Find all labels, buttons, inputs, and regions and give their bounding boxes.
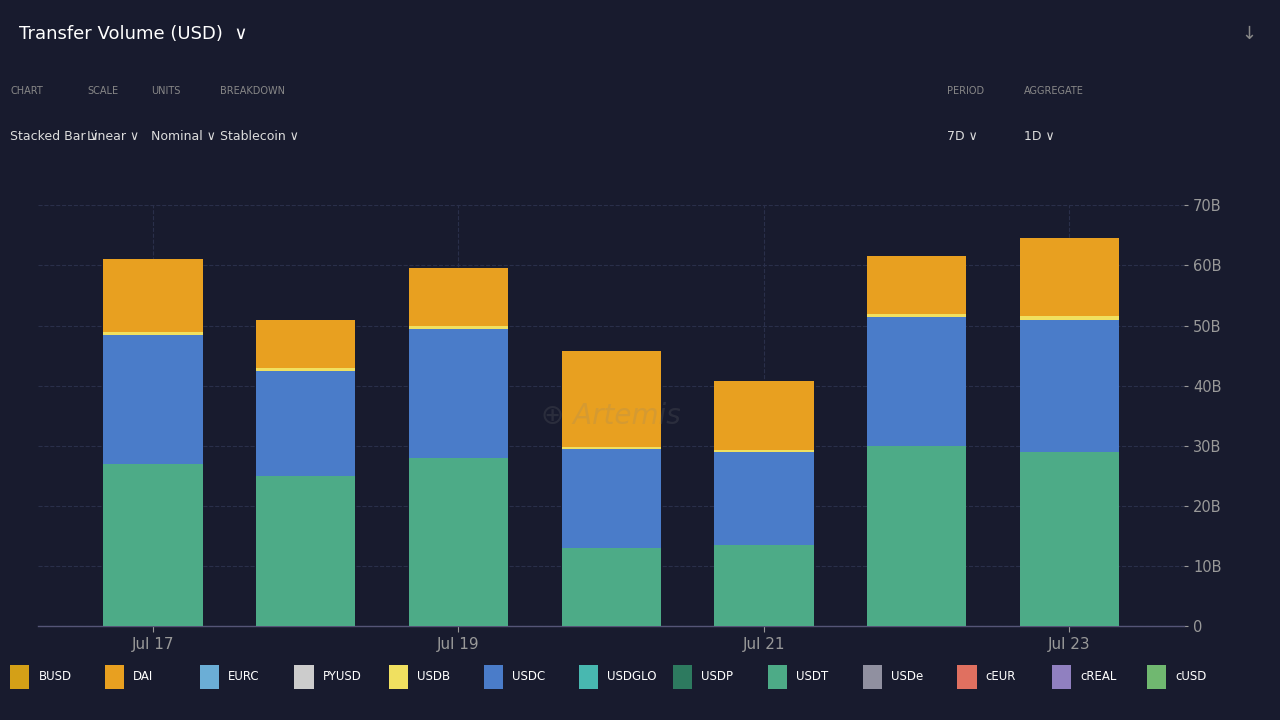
Bar <box>562 548 660 626</box>
Bar <box>104 331 202 335</box>
Text: ↓: ↓ <box>1242 25 1257 43</box>
FancyBboxPatch shape <box>10 665 29 689</box>
Text: BUSD: BUSD <box>38 670 72 683</box>
Text: ⊕ Artemis: ⊕ Artemis <box>541 402 681 430</box>
Bar <box>408 325 508 328</box>
Text: USDT: USDT <box>796 670 828 683</box>
FancyBboxPatch shape <box>957 665 977 689</box>
Bar <box>1020 238 1119 316</box>
Bar <box>714 381 814 450</box>
Bar <box>562 449 660 548</box>
Text: cUSD: cUSD <box>1175 670 1207 683</box>
Bar <box>256 320 356 368</box>
FancyBboxPatch shape <box>579 665 598 689</box>
FancyBboxPatch shape <box>1052 665 1071 689</box>
Text: SCALE: SCALE <box>87 86 118 96</box>
Text: USDGLO: USDGLO <box>607 670 657 683</box>
Text: 7D ∨: 7D ∨ <box>947 130 978 143</box>
Bar <box>408 328 508 458</box>
Bar <box>408 458 508 626</box>
FancyBboxPatch shape <box>863 665 882 689</box>
Text: USDP: USDP <box>701 670 733 683</box>
FancyBboxPatch shape <box>484 665 503 689</box>
Text: cREAL: cREAL <box>1080 670 1116 683</box>
Text: EURC: EURC <box>228 670 260 683</box>
FancyBboxPatch shape <box>1147 665 1166 689</box>
Text: BREAKDOWN: BREAKDOWN <box>220 86 285 96</box>
Bar <box>867 446 966 626</box>
Bar <box>104 259 202 331</box>
Text: Stacked Bar ∨: Stacked Bar ∨ <box>10 130 99 143</box>
Bar <box>256 476 356 626</box>
Bar <box>867 317 966 446</box>
Text: AGGREGATE: AGGREGATE <box>1024 86 1084 96</box>
Text: USDB: USDB <box>417 670 451 683</box>
Bar <box>1020 452 1119 626</box>
Text: 1D ∨: 1D ∨ <box>1024 130 1055 143</box>
FancyBboxPatch shape <box>673 665 692 689</box>
Bar <box>104 335 202 464</box>
Text: Transfer Volume (USD)  ∨: Transfer Volume (USD) ∨ <box>19 25 248 43</box>
Text: Linear ∨: Linear ∨ <box>87 130 140 143</box>
Bar <box>1020 320 1119 452</box>
FancyBboxPatch shape <box>768 665 787 689</box>
FancyBboxPatch shape <box>200 665 219 689</box>
Bar <box>714 450 814 452</box>
FancyBboxPatch shape <box>294 665 314 689</box>
Bar <box>256 368 356 371</box>
Text: CHART: CHART <box>10 86 44 96</box>
Bar <box>1020 316 1119 320</box>
Text: Nominal ∨: Nominal ∨ <box>151 130 216 143</box>
Text: DAI: DAI <box>133 670 154 683</box>
Bar <box>256 371 356 476</box>
FancyBboxPatch shape <box>389 665 408 689</box>
Bar <box>714 545 814 626</box>
Text: PYUSD: PYUSD <box>323 670 361 683</box>
Text: USDC: USDC <box>512 670 545 683</box>
Bar <box>714 452 814 545</box>
Bar <box>408 269 508 325</box>
FancyBboxPatch shape <box>105 665 124 689</box>
Bar <box>562 351 660 447</box>
Text: UNITS: UNITS <box>151 86 180 96</box>
Bar <box>867 313 966 317</box>
Text: PERIOD: PERIOD <box>947 86 984 96</box>
Text: USDe: USDe <box>891 670 923 683</box>
Bar <box>867 256 966 313</box>
Text: cEUR: cEUR <box>986 670 1016 683</box>
Bar <box>562 447 660 449</box>
Bar <box>104 464 202 626</box>
Text: Stablecoin ∨: Stablecoin ∨ <box>220 130 300 143</box>
